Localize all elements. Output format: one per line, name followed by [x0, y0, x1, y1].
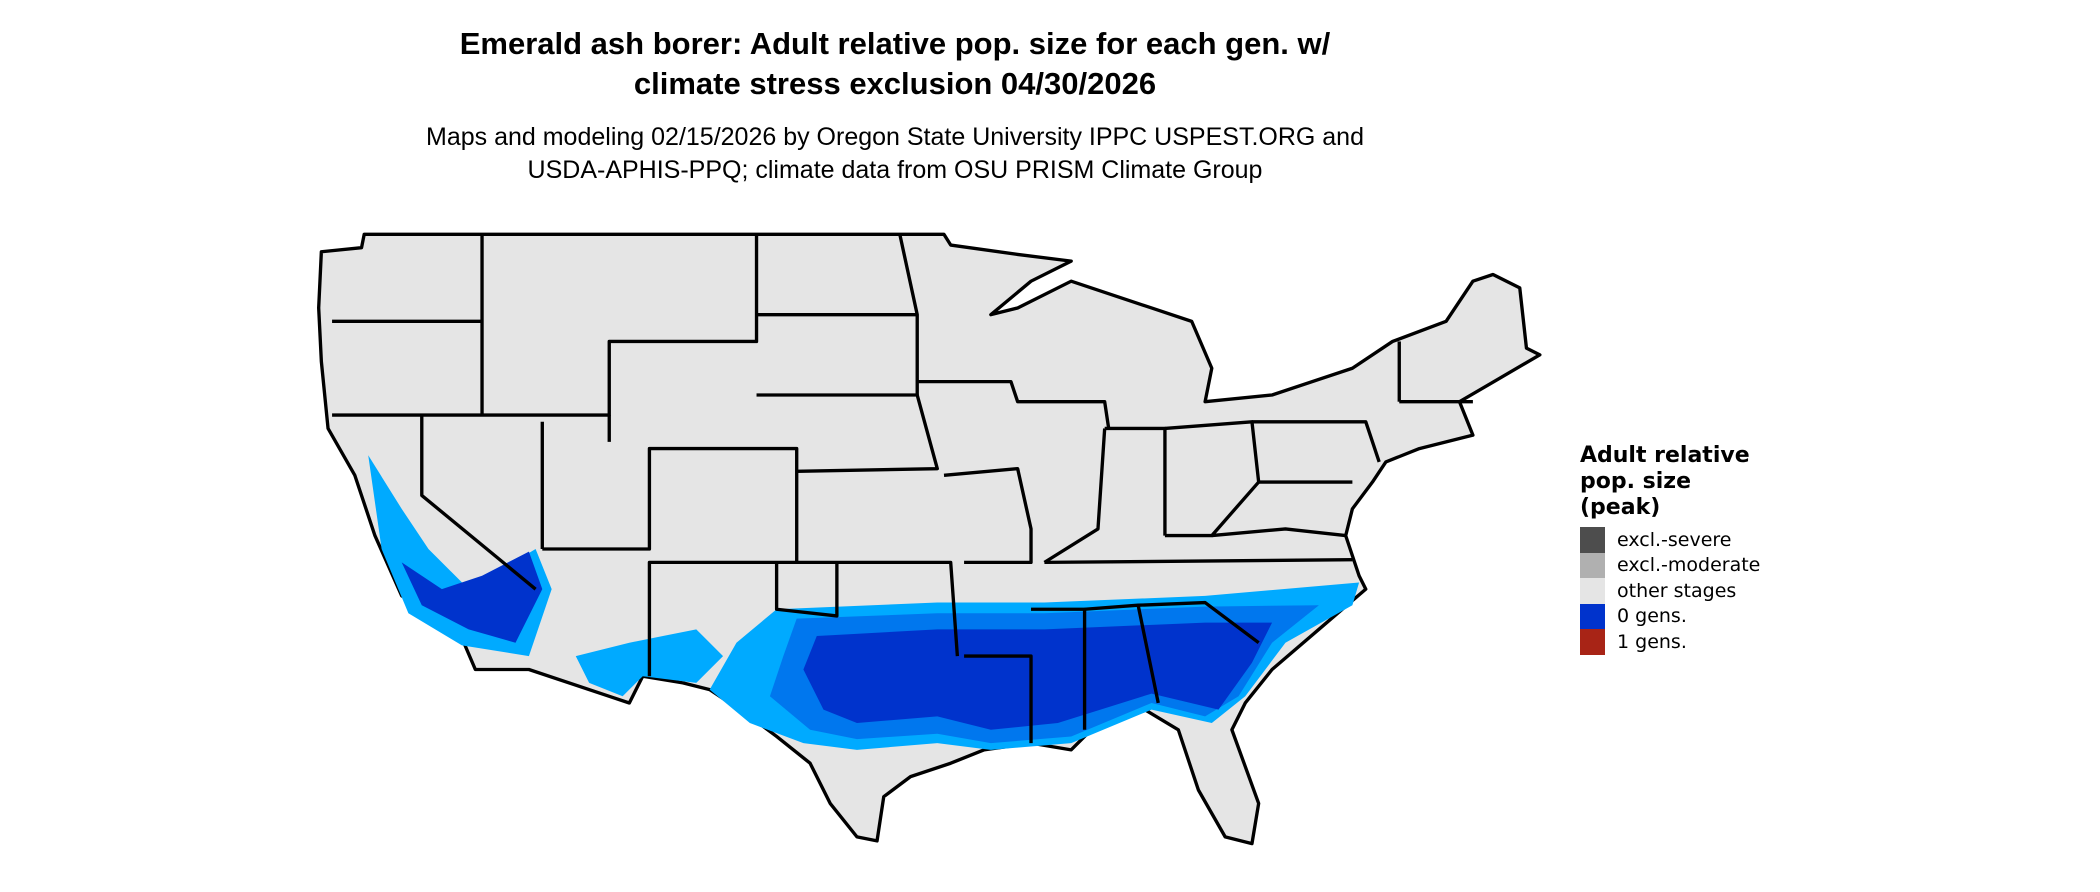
legend-item-0-gens: 0 gens. — [1580, 603, 1760, 629]
map-subtitle: Maps and modeling 02/15/2026 by Oregon S… — [0, 121, 1790, 187]
state-borders — [332, 233, 1473, 744]
legend-swatch — [1580, 552, 1605, 578]
legend-swatch — [1580, 629, 1605, 655]
title-line-1: Emerald ash borer: Adult relative pop. s… — [459, 26, 1331, 61]
legend-title-line: Adult relative — [1580, 443, 1750, 468]
legend-label: 1 gens. — [1617, 630, 1687, 653]
legend-label: excl.-moderate — [1617, 554, 1761, 577]
legend-title-line: pop. size — [1580, 469, 1691, 494]
subtitle-line-1: Maps and modeling 02/15/2026 by Oregon S… — [426, 123, 1364, 151]
legend-swatch — [1580, 578, 1605, 604]
legend: Adult relative pop. size (peak) excl.-se… — [1580, 443, 1760, 655]
map-title: Emerald ash borer: Adult relative pop. s… — [0, 24, 1790, 104]
legend-item-excl-severe: excl.-severe — [1580, 527, 1760, 553]
subtitle-line-2: USDA-APHIS-PPQ; climate data from OSU PR… — [527, 156, 1263, 184]
legend-swatch — [1580, 603, 1605, 629]
conus-landmass — [317, 232, 1542, 846]
title-line-2: climate stress exclusion 04/30/2026 — [633, 66, 1157, 101]
legend-item-1-gens: 1 gens. — [1580, 629, 1760, 655]
zone-dark-blue-southwest — [401, 551, 543, 643]
legend-swatch — [1580, 527, 1605, 553]
zone-dark-blue-south — [803, 622, 1273, 730]
legend-item-other-stages: other stages — [1580, 578, 1760, 604]
legend-item-excl-moderate: excl.-moderate — [1580, 552, 1761, 578]
legend-label: other stages — [1617, 579, 1737, 602]
legend-title-line: (peak) — [1580, 495, 1661, 520]
legend-label: excl.-severe — [1617, 528, 1732, 551]
legend-label: 0 gens. — [1617, 605, 1687, 628]
legend-title: Adult relative pop. size (peak) — [1580, 443, 1760, 521]
